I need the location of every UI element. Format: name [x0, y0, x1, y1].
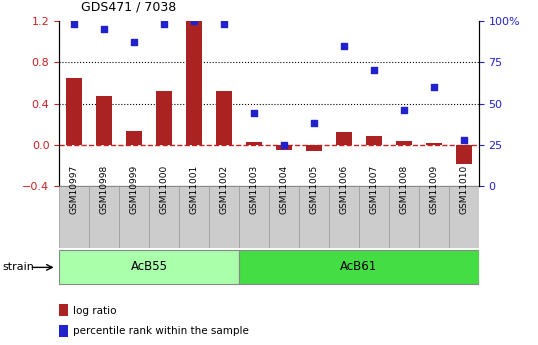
Point: [459, 137, 468, 143]
Bar: [456, 145, 472, 164]
Point: [190, 18, 199, 23]
Point: [70, 21, 79, 27]
Point: [429, 84, 438, 90]
Bar: [389, 186, 419, 248]
Point: [130, 39, 138, 45]
Text: AcB61: AcB61: [341, 260, 378, 273]
Text: GSM11008: GSM11008: [399, 165, 408, 214]
Point: [280, 142, 288, 148]
Bar: [59, 304, 68, 316]
Text: GSM10998: GSM10998: [100, 165, 109, 214]
Bar: [336, 132, 352, 145]
Point: [310, 121, 318, 126]
Bar: [239, 250, 479, 284]
Bar: [449, 186, 479, 248]
Bar: [186, 21, 202, 145]
Bar: [246, 142, 262, 145]
Bar: [209, 186, 239, 248]
Text: GSM11005: GSM11005: [309, 165, 318, 214]
Text: GSM11004: GSM11004: [279, 165, 288, 214]
Bar: [59, 250, 239, 284]
Point: [250, 111, 258, 116]
Text: GSM11009: GSM11009: [429, 165, 438, 214]
Point: [160, 21, 168, 27]
Bar: [419, 186, 449, 248]
Text: GSM11003: GSM11003: [250, 165, 259, 214]
Bar: [179, 186, 209, 248]
Bar: [66, 78, 82, 145]
Bar: [426, 143, 442, 145]
Bar: [126, 131, 143, 145]
Bar: [395, 141, 412, 145]
Bar: [299, 186, 329, 248]
Point: [400, 107, 408, 113]
Text: percentile rank within the sample: percentile rank within the sample: [73, 326, 249, 336]
Text: GSM11002: GSM11002: [220, 165, 229, 214]
Bar: [329, 186, 359, 248]
Bar: [366, 136, 382, 145]
Text: GSM10999: GSM10999: [130, 165, 139, 214]
Bar: [119, 186, 149, 248]
Text: GSM10997: GSM10997: [69, 165, 79, 214]
Point: [339, 43, 348, 48]
Point: [100, 26, 109, 32]
Bar: [149, 186, 179, 248]
Text: GSM11000: GSM11000: [160, 165, 168, 214]
Bar: [359, 186, 389, 248]
Text: GDS471 / 7038: GDS471 / 7038: [81, 1, 176, 14]
Text: strain: strain: [3, 263, 34, 272]
Bar: [59, 325, 68, 337]
Text: log ratio: log ratio: [73, 306, 116, 315]
Text: GSM11010: GSM11010: [459, 165, 469, 214]
Bar: [96, 96, 112, 145]
Bar: [59, 186, 89, 248]
Point: [370, 68, 378, 73]
Text: GSM11006: GSM11006: [339, 165, 349, 214]
Text: AcB55: AcB55: [131, 260, 168, 273]
Text: GSM11001: GSM11001: [189, 165, 199, 214]
Point: [220, 21, 228, 27]
Bar: [269, 186, 299, 248]
Bar: [89, 186, 119, 248]
Bar: [239, 186, 269, 248]
Bar: [306, 145, 322, 151]
Bar: [276, 145, 292, 150]
Bar: [216, 91, 232, 145]
Text: GSM11007: GSM11007: [370, 165, 378, 214]
Bar: [156, 91, 172, 145]
